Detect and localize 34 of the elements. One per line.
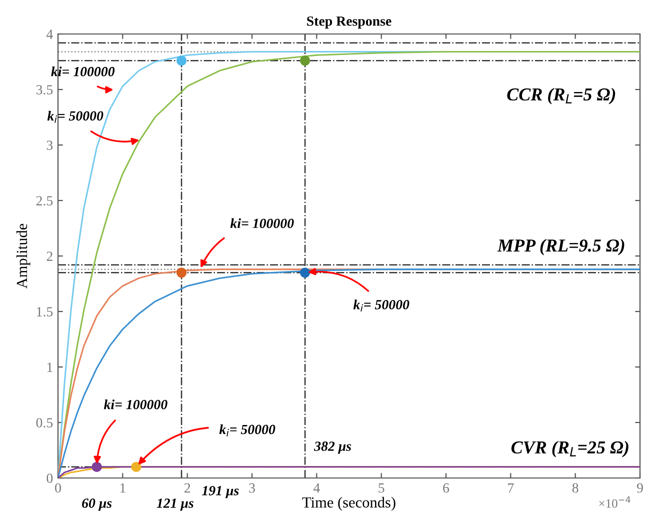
- y-tick-label: 2: [46, 252, 52, 261]
- x-tick-label: 9: [636, 483, 643, 493]
- x-tick-label: 2: [184, 483, 190, 492]
- y-tick-label: 3: [46, 140, 53, 150]
- y-tick-label: 2.5: [36, 196, 53, 206]
- x-tick-label: 5: [378, 483, 384, 493]
- annotation: 121 μs: [156, 498, 194, 511]
- x-tick-label: 1: [120, 483, 126, 492]
- annotation: CCR (R$_{L}$=5 Ω): [507, 88, 616, 104]
- annotation: 60 μs: [82, 498, 112, 511]
- x-tick-label: 8: [572, 483, 578, 493]
- y-tick-label: 0: [46, 474, 53, 483]
- annotation: k$_{i}$= 50000: [219, 424, 276, 436]
- x-tick-label: 3: [249, 483, 255, 493]
- annotation: CVR (R$_{L}$=25 Ω): [511, 440, 628, 458]
- annotation: ki= 100000: [104, 399, 168, 410]
- x-tick-label: 6: [443, 483, 450, 493]
- chart-title: Step Response: [307, 16, 392, 29]
- annotation: 191 μs: [202, 486, 239, 498]
- annotation: k$_{i}$= 50000: [353, 300, 410, 312]
- x-tick-label: 7: [508, 483, 514, 492]
- x-tick-label: 4: [313, 483, 320, 492]
- annotation: 382 μs: [314, 442, 352, 454]
- x-axis-title: Time (seconds): [302, 496, 396, 511]
- x-tick-label: 0: [55, 483, 61, 493]
- y-tick-label: 3.5: [36, 85, 53, 95]
- annotation: MPP (RL=9.5 Ω): [497, 238, 624, 256]
- y-axis-title: Amplitude: [16, 224, 30, 289]
- annotation: ki= 100000: [230, 218, 294, 228]
- y-tick-label: 4: [46, 30, 53, 39]
- y-tick-label: 0.5: [36, 418, 53, 428]
- text: ×10$^{−4}$: [599, 496, 630, 508]
- y-tick-label: 1: [47, 362, 52, 372]
- y-tick-label: 1.5: [37, 307, 53, 317]
